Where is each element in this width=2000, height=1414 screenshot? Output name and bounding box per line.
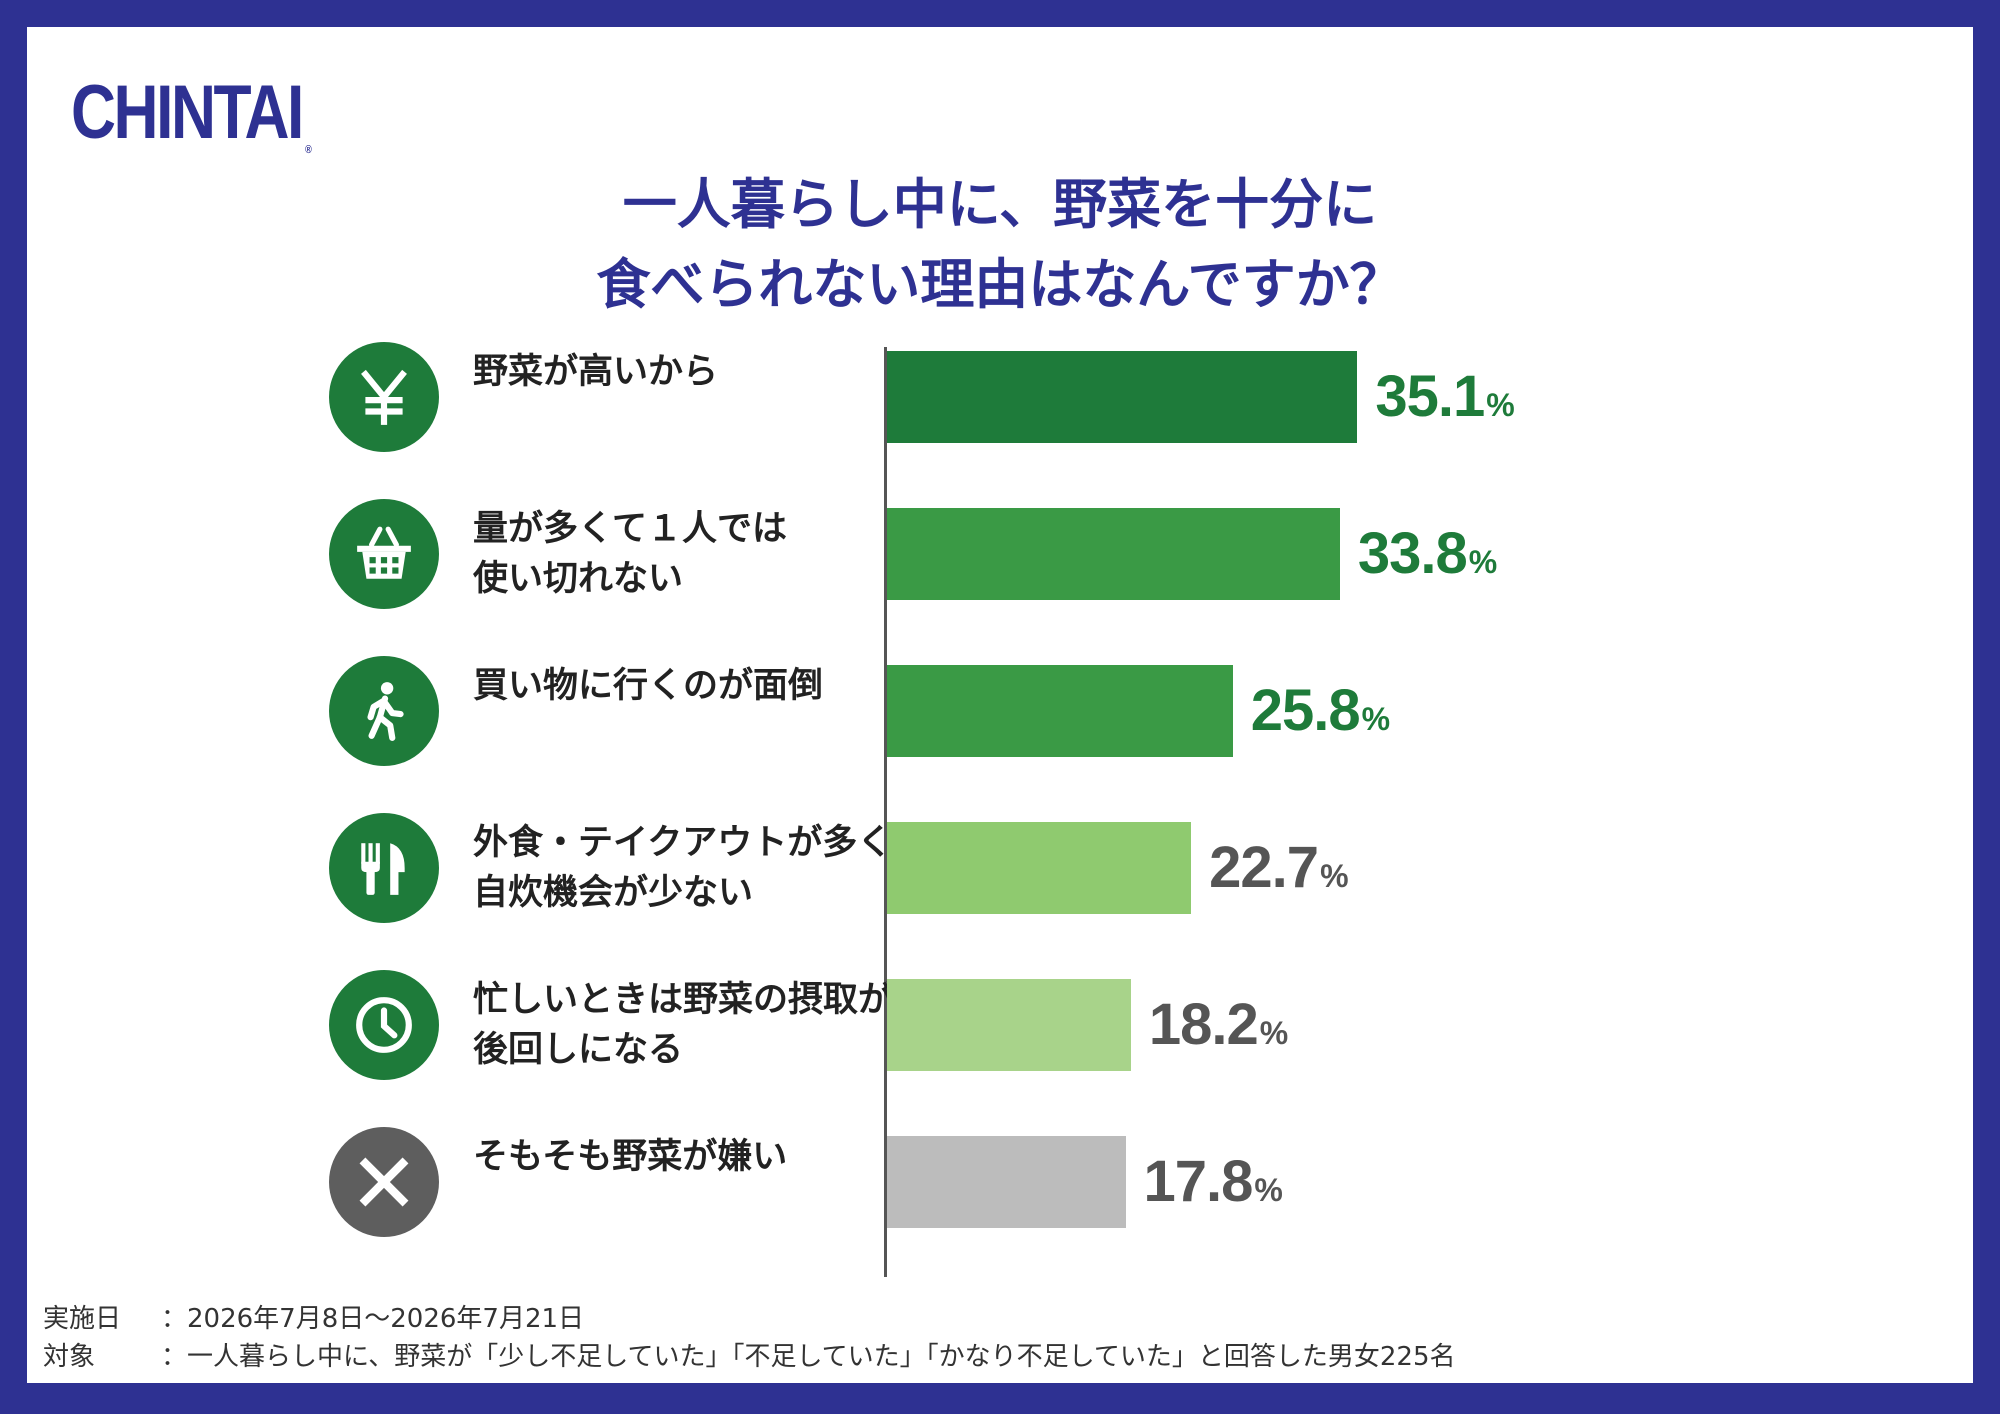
chart-axis-line <box>884 347 887 1277</box>
value-unit: % <box>1361 701 1391 737</box>
survey-target-value: ：一人暮らし中に、野菜が「少し不足していた」「不足していた」「かなり不足していた… <box>161 1342 1456 1372</box>
value-unit: % <box>1254 1172 1283 1208</box>
category-label-line: 自炊機会が少ない <box>473 873 754 913</box>
category-label: 野菜が高いから <box>473 347 893 397</box>
chart-row-1: 量が多くて１人では 使い切れない 33.8% <box>27 489 1973 619</box>
logo-text: CHINTAI <box>71 70 304 155</box>
value-label: 33.8% <box>1358 508 1497 608</box>
chart-row-2: 買い物に行くのが面倒 25.8% <box>27 646 1973 776</box>
value-unit: % <box>1486 387 1515 423</box>
yen-icon <box>329 342 439 452</box>
chart-card: CHINTAI ® 一人暮らし中に、野菜を十分に 食べられない理由はなんですか？ … <box>27 27 1973 1383</box>
bar <box>887 508 1340 600</box>
chintai-logo: CHINTAI ® <box>71 69 312 156</box>
bar <box>887 979 1131 1071</box>
clock-icon <box>329 970 439 1080</box>
category-label-line: 量が多くて１人では <box>473 509 787 549</box>
value-number: 22.7 <box>1209 835 1319 900</box>
survey-date-label: 実施日 <box>43 1304 122 1334</box>
chart-title-line-2: 食べられない理由はなんですか？ <box>596 253 1404 316</box>
registered-mark: ® <box>305 144 312 156</box>
value-label: 22.7% <box>1209 822 1348 922</box>
value-number: 33.8 <box>1357 521 1468 586</box>
value-unit: % <box>1468 544 1498 580</box>
bar <box>887 822 1192 914</box>
bar <box>887 1136 1126 1228</box>
value-label: 25.8% <box>1251 665 1390 765</box>
value-unit: % <box>1259 1015 1289 1051</box>
bar <box>887 665 1233 757</box>
value-label: 18.2% <box>1149 979 1288 1079</box>
category-label-line: 後回しになる <box>473 1030 684 1070</box>
category-label-line: そもそも野菜が嫌い <box>473 1137 788 1177</box>
walking-person-icon <box>329 656 439 766</box>
value-number: 18.2 <box>1148 992 1259 1057</box>
chart-row-0: 野菜が高いから 35.1% <box>27 332 1973 462</box>
chart-row-5: そもそも野菜が嫌い 17.8% <box>27 1117 1973 1247</box>
category-label: 外食・テイクアウトが多く 自炊機会が少ない <box>473 818 893 918</box>
survey-target-note: 対象 ：一人暮らし中に、野菜が「少し不足していた」「不足していた」「かなり不足して… <box>43 1338 1456 1376</box>
category-label: 量が多くて１人では 使い切れない <box>473 504 893 604</box>
category-label-line: 外食・テイクアウトが多く <box>473 823 893 863</box>
survey-date-note: 実施日 ：2026年7月8日～2026年7月21日 <box>43 1300 584 1338</box>
value-label: 17.8% <box>1144 1136 1283 1236</box>
value-number: 25.8 <box>1250 678 1361 743</box>
chart-title-line-1: 一人暮らし中に、野菜を十分に <box>622 173 1378 236</box>
category-label: 忙しいときは野菜の摂取が 後回しになる <box>473 975 893 1075</box>
category-label-line: 忙しいときは野菜の摂取が <box>473 980 894 1020</box>
category-label-line: 買い物に行くのが面倒 <box>473 666 824 706</box>
value-unit: % <box>1320 858 1349 894</box>
cross-icon <box>329 1127 439 1237</box>
category-label: そもそも野菜が嫌い <box>473 1132 893 1182</box>
category-label: 買い物に行くのが面倒 <box>473 661 893 711</box>
fork-knife-icon <box>329 813 439 923</box>
chart-row-4: 忙しいときは野菜の摂取が 後回しになる 18.2% <box>27 960 1973 1090</box>
value-number: 17.8 <box>1143 1149 1254 1214</box>
survey-target-label: 対象 <box>43 1342 96 1372</box>
value-label: 35.1% <box>1375 351 1514 451</box>
basket-icon <box>329 499 439 609</box>
category-label-line: 野菜が高いから <box>473 352 719 392</box>
chart-row-3: 外食・テイクアウトが多く 自炊機会が少ない 22.7% <box>27 803 1973 933</box>
bar <box>887 351 1358 443</box>
survey-date-value: ：2026年7月8日～2026年7月21日 <box>161 1304 585 1334</box>
category-label-line: 使い切れない <box>473 559 684 599</box>
value-number: 35.1 <box>1375 364 1485 429</box>
